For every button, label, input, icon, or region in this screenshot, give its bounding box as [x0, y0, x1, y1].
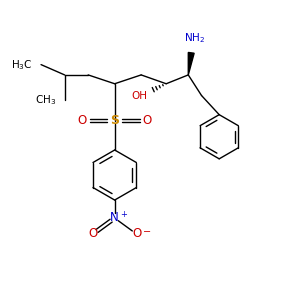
Text: −: −	[143, 226, 152, 237]
Text: O: O	[88, 227, 97, 240]
Text: N: N	[110, 211, 119, 224]
Text: S: S	[110, 114, 119, 127]
Text: CH$_3$: CH$_3$	[34, 93, 56, 107]
Text: OH: OH	[131, 91, 147, 100]
Text: +: +	[120, 210, 127, 219]
Text: H$_3$C: H$_3$C	[11, 58, 32, 71]
Text: O: O	[78, 114, 87, 127]
Text: O: O	[132, 227, 141, 240]
Text: NH$_2$: NH$_2$	[184, 32, 205, 46]
Text: O: O	[142, 114, 152, 127]
Polygon shape	[188, 52, 194, 75]
